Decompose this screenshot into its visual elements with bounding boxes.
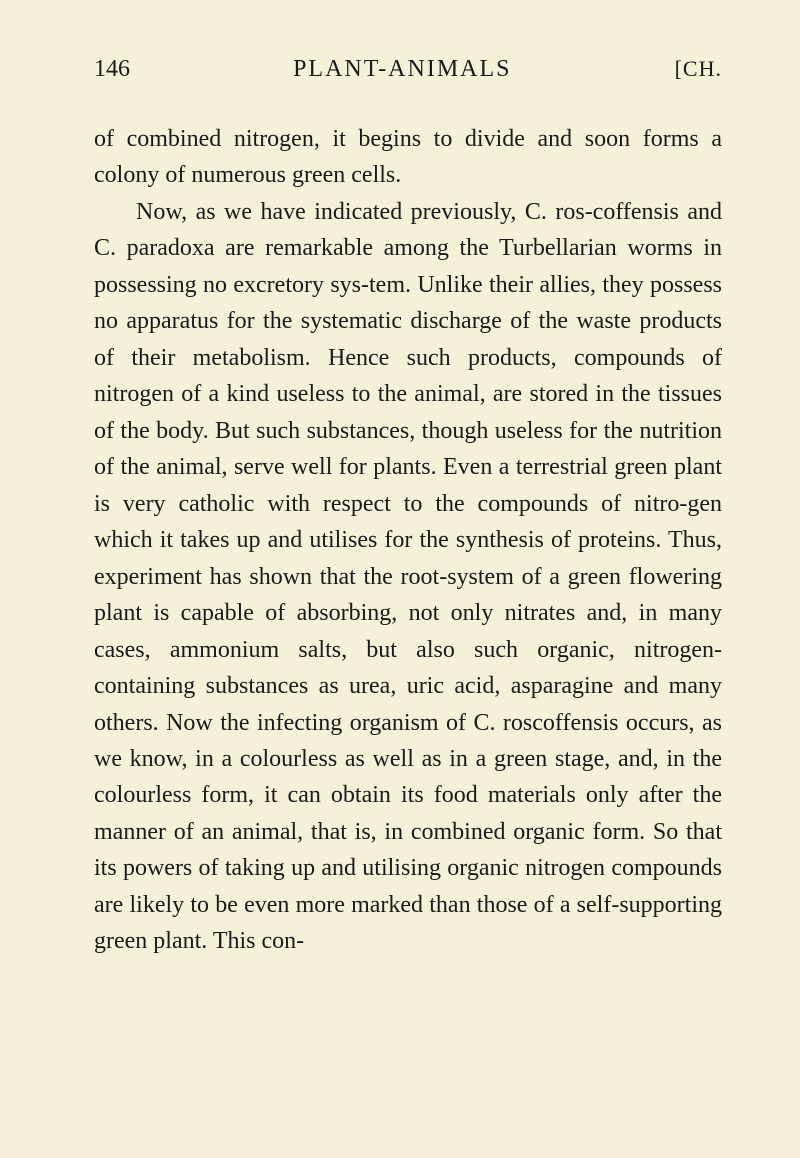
page-header: 146 PLANT-ANIMALS [CH. (94, 56, 722, 83)
paragraph-1: of combined nitrogen, it begins to divid… (94, 121, 722, 194)
body-text: of combined nitrogen, it begins to divid… (94, 121, 722, 960)
page-title: PLANT-ANIMALS (293, 56, 511, 83)
paragraph-2: Now, as we have indicated previously, C.… (94, 194, 722, 960)
page-number: 146 (94, 56, 130, 83)
chapter-marker: [CH. (675, 56, 722, 82)
